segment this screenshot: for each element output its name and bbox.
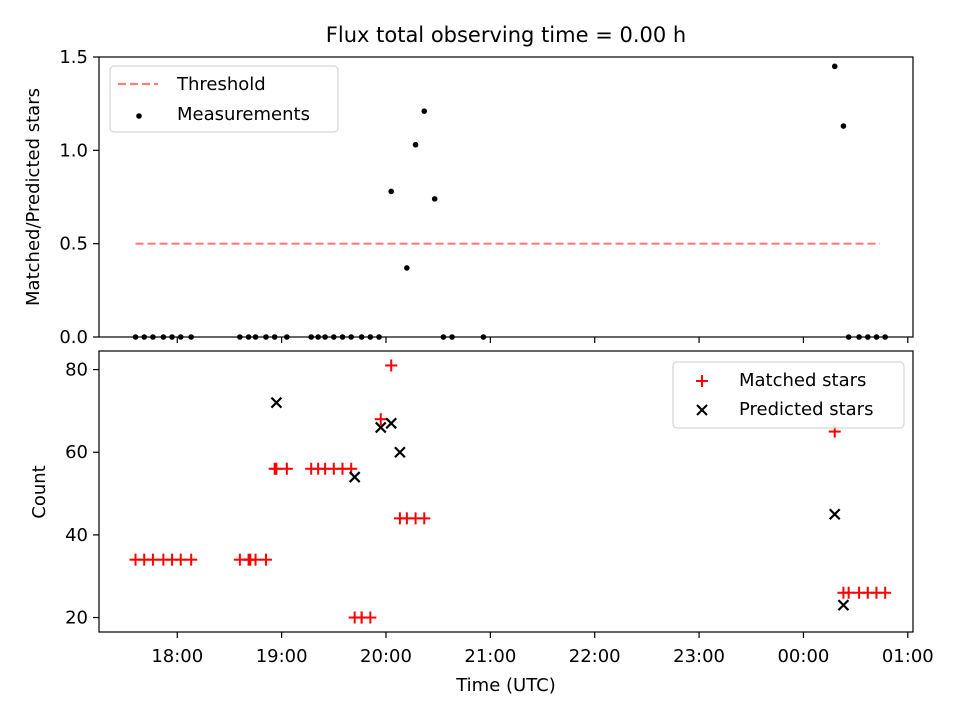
predicted-star-point xyxy=(828,508,841,521)
bottom-x-ticks: 18:00 19:00 20:00 21:00 22:00 23:00 00:00 01:00 xyxy=(151,632,934,667)
measurement-point xyxy=(840,123,847,129)
chart-title: Flux total observing time = 0.00 h xyxy=(326,23,686,47)
matched-star-point xyxy=(374,413,387,426)
bottom-ytick-label: 60 xyxy=(65,442,88,463)
matched-star-point xyxy=(249,553,262,566)
measurement-point xyxy=(388,188,395,195)
bottom-y-ticks: 20 40 60 80 xyxy=(65,360,99,629)
measurement-point xyxy=(412,141,419,148)
bottom-panel: 20 40 60 80 18:00 19:00 20:00 21:00 22:00 23:00 0… xyxy=(29,350,934,696)
xtick-label: 01:00 xyxy=(882,646,934,667)
legend-label-threshold: Threshold xyxy=(176,74,266,95)
matched-star-point xyxy=(364,611,377,624)
xtick-label: 18:00 xyxy=(151,646,203,667)
bottom-legend-box xyxy=(672,361,905,429)
xtick-label: 21:00 xyxy=(464,646,516,667)
legend-label-matched-stars: Matched stars xyxy=(739,370,866,391)
predicted-star-point xyxy=(374,421,387,434)
bottom-axes-frame xyxy=(98,350,914,633)
top-ytick-label: 1.0 xyxy=(59,140,88,161)
top-y-axis-label: Matched/Predicted stars xyxy=(23,88,44,306)
top-legend-box xyxy=(109,65,339,133)
xtick-label: 20:00 xyxy=(360,646,412,667)
matched-star-point xyxy=(879,586,892,599)
bottom-plot-area xyxy=(129,359,892,624)
matched-star-point xyxy=(270,462,283,475)
bottom-ytick-label: 80 xyxy=(65,360,88,381)
matched-star-point xyxy=(418,512,431,525)
matched-star-point xyxy=(280,462,293,475)
bottom-legend: Matched stars Predicted stars xyxy=(672,361,905,429)
measurement-point xyxy=(431,196,438,202)
top-panel: 0.0 0.5 1.0 1.5 Matched/Predicted stars Thr… xyxy=(23,47,914,348)
predicted-stars-legend-swatch xyxy=(696,404,708,416)
matched-star-point xyxy=(146,553,159,566)
matched-star-point xyxy=(174,553,187,566)
xtick-label: 23:00 xyxy=(673,646,725,667)
top-legend: Threshold Measurements xyxy=(109,65,339,133)
matched-star-point xyxy=(259,553,272,566)
bottom-ytick-label: 20 xyxy=(65,608,88,629)
bottom-ytick-label: 40 xyxy=(65,525,88,546)
top-ytick-label: 1.5 xyxy=(59,47,88,68)
top-ytick-label: 0.0 xyxy=(59,327,88,348)
predicted-star-point xyxy=(348,471,361,483)
measurement-point xyxy=(404,265,410,271)
top-ytick-label: 0.5 xyxy=(59,234,88,255)
bottom-y-axis-label: Count xyxy=(29,465,50,518)
measurements-legend-swatch xyxy=(136,113,142,119)
top-y-ticks: 0.0 0.5 1.0 1.5 xyxy=(59,47,99,348)
measurement-point xyxy=(421,108,428,114)
xtick-label: 22:00 xyxy=(569,646,621,667)
predicted-star-point xyxy=(270,396,283,409)
matched-star-point xyxy=(185,553,198,566)
predicted-star-point xyxy=(385,417,397,430)
measurement-point xyxy=(831,63,838,70)
matched-star-point xyxy=(385,359,398,372)
x-axis-label: Time (UTC) xyxy=(455,675,556,696)
matched-star-point xyxy=(842,586,855,599)
xtick-label: 00:00 xyxy=(777,646,829,667)
top-axes-frame xyxy=(98,56,914,338)
xtick-label: 19:00 xyxy=(256,646,308,667)
matched-stars-legend-swatch xyxy=(696,375,708,387)
legend-label-measurements: Measurements xyxy=(177,104,310,125)
top-x-ticks xyxy=(176,337,909,343)
legend-label-predicted-stars: Predicted stars xyxy=(739,399,873,420)
predicted-star-point xyxy=(394,446,406,459)
predicted-star-point xyxy=(837,599,850,611)
